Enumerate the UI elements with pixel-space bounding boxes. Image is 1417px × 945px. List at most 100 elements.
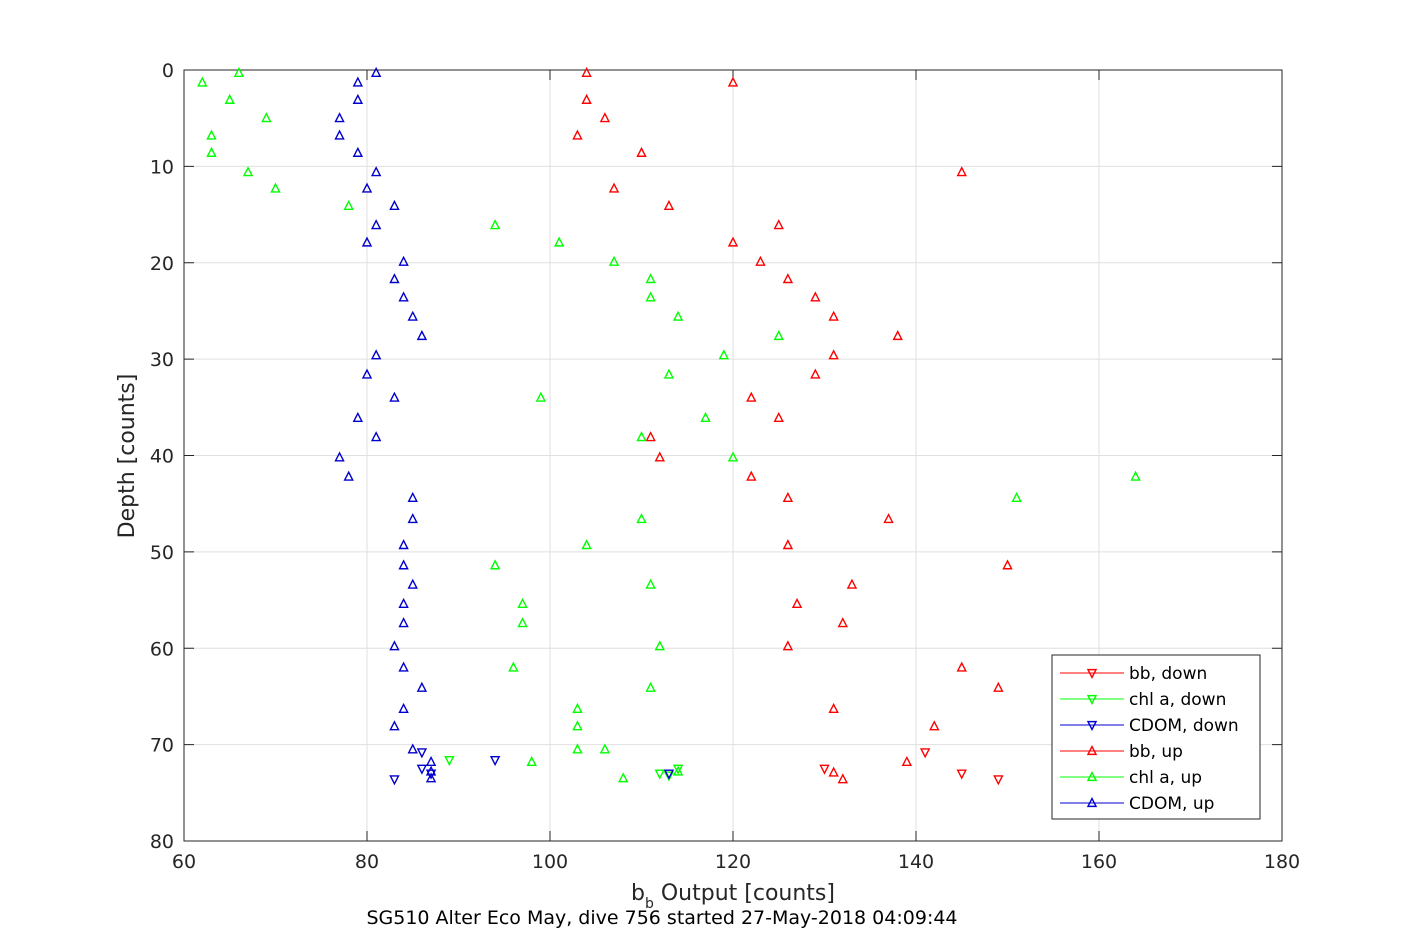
data-point-chl-a-up xyxy=(645,578,656,589)
data-point-bb-up xyxy=(782,640,794,651)
legend-marker xyxy=(1086,694,1098,706)
data-point-chl-a-up xyxy=(206,146,217,157)
data-point-chl-a-up xyxy=(636,513,647,524)
data-point-chl-a-up xyxy=(672,310,684,321)
legend-marker xyxy=(1086,744,1098,756)
data-point-bb-up xyxy=(837,617,848,628)
x-axis-label-subscript: b xyxy=(645,896,654,912)
data-point-bb-down xyxy=(956,769,967,780)
data-point-cdom-up xyxy=(407,578,418,589)
x-tick-label: 120 xyxy=(715,851,751,873)
data-point-bb-up xyxy=(727,76,739,87)
x-axis-label-rest: Output [counts] xyxy=(654,881,835,906)
x-tick-label: 180 xyxy=(1264,851,1300,873)
data-point-bb-up xyxy=(901,755,913,767)
data-point-bb-up xyxy=(883,513,894,524)
data-point-bb-up xyxy=(929,720,940,731)
data-point-cdom-up xyxy=(389,640,400,651)
data-point-cdom-up xyxy=(398,597,409,608)
legend-label: chl a, down xyxy=(1129,690,1226,710)
legend-label: bb, down xyxy=(1129,664,1207,684)
data-markers xyxy=(197,66,1141,786)
data-point-cdom-up xyxy=(398,617,409,628)
data-point-cdom-up xyxy=(352,411,364,422)
data-point-chl-a-up xyxy=(517,597,528,608)
data-point-cdom-up xyxy=(352,76,364,87)
data-point-bb-up xyxy=(828,310,839,321)
data-point-chl-a-up xyxy=(526,755,537,767)
data-point-cdom-up xyxy=(407,743,418,754)
data-point-cdom-up xyxy=(425,755,437,767)
data-point-bb-up xyxy=(828,349,839,360)
legend-label: CDOM, down xyxy=(1129,716,1239,736)
legend-label: chl a, up xyxy=(1129,768,1202,788)
data-point-cdom-up xyxy=(398,255,409,266)
data-point-bb-up xyxy=(782,491,794,502)
data-point-bb-up xyxy=(1002,559,1013,570)
y-tick-label: 20 xyxy=(150,253,174,275)
data-point-cdom-down xyxy=(416,748,428,759)
data-point-cdom-up xyxy=(352,93,364,104)
x-axis-label-main: b xyxy=(631,881,645,906)
x-tick-label: 100 xyxy=(532,851,568,873)
data-point-bb-up xyxy=(727,236,739,247)
data-point-chl-a-up xyxy=(572,743,583,754)
data-point-cdom-up xyxy=(389,199,400,210)
data-point-bb-up xyxy=(746,391,757,402)
data-point-bb-up xyxy=(810,291,821,302)
data-point-cdom-down xyxy=(416,764,428,775)
data-point-chl-a-up xyxy=(645,273,656,284)
data-point-chl-a-up xyxy=(599,743,611,754)
data-point-chl-a-up xyxy=(672,765,684,776)
data-point-chl-a-up xyxy=(261,112,272,123)
data-point-bb-up xyxy=(837,773,848,784)
data-point-chl-a-up xyxy=(636,431,647,442)
data-point-cdom-up xyxy=(370,166,382,177)
data-point-bb-up xyxy=(636,146,647,157)
data-point-bb-up xyxy=(828,702,839,714)
data-point-bb-up xyxy=(755,255,766,266)
legend-marker xyxy=(1086,668,1098,680)
data-point-chl-a-up xyxy=(224,93,235,104)
data-point-cdom-down xyxy=(663,769,675,780)
data-point-bb-up xyxy=(581,93,592,104)
data-point-chl-a-up xyxy=(572,720,583,731)
data-point-bb-up xyxy=(654,451,665,462)
y-tick-label: 80 xyxy=(150,831,174,853)
y-tick-label: 0 xyxy=(162,60,174,82)
data-point-chl-a-down xyxy=(444,755,455,767)
data-point-cdom-up xyxy=(370,66,382,77)
data-point-cdom-up xyxy=(425,772,437,783)
data-point-cdom-up xyxy=(361,182,373,193)
data-point-cdom-up xyxy=(416,681,428,692)
data-point-cdom-up xyxy=(407,491,418,502)
data-point-chl-a-up xyxy=(553,236,565,247)
data-point-bb-up xyxy=(572,129,583,140)
data-point-cdom-up xyxy=(361,368,373,379)
data-point-bb-up xyxy=(663,199,675,210)
data-point-bb-up xyxy=(773,411,784,422)
data-point-bb-up xyxy=(828,766,839,777)
data-point-chl-a-up xyxy=(508,661,519,672)
data-point-chl-a-up xyxy=(654,640,665,651)
y-tick-label: 60 xyxy=(150,638,174,660)
y-tick-label: 10 xyxy=(150,156,174,178)
data-point-chl-a-up xyxy=(572,702,583,714)
data-point-bb-up xyxy=(892,329,903,341)
y-tick-label: 70 xyxy=(150,735,174,757)
data-point-bb-up xyxy=(645,431,656,442)
chart-caption: SG510 Alter Eco May, dive 756 started 27… xyxy=(366,907,957,929)
legend-marker xyxy=(1086,796,1098,808)
data-point-bb-up xyxy=(956,166,967,177)
y-axis-label: Depth [counts] xyxy=(115,374,140,539)
data-point-cdom-up xyxy=(398,291,409,302)
data-point-cdom-up xyxy=(398,559,409,570)
data-point-chl-a-up xyxy=(773,329,784,341)
legend-marker xyxy=(1086,770,1098,782)
data-point-chl-a-up xyxy=(206,129,217,140)
data-point-cdom-down xyxy=(425,769,437,780)
data-point-bb-down xyxy=(919,748,931,759)
data-point-cdom-up xyxy=(370,431,382,442)
data-point-cdom-up xyxy=(370,219,382,230)
data-point-chl-a-up xyxy=(700,411,711,422)
